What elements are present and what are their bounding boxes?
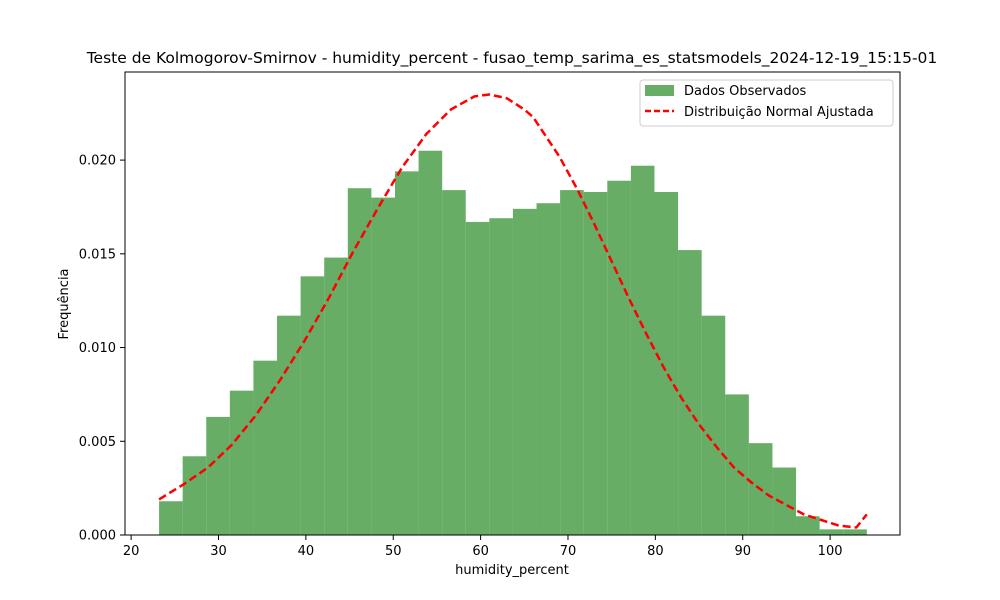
histogram-bar bbox=[300, 276, 325, 535]
y-axis: 0.000 0.005 0.010 0.015 0.020 bbox=[79, 154, 125, 544]
histogram-bar bbox=[536, 203, 561, 535]
plot-area bbox=[124, 71, 901, 536]
histogram-bar bbox=[654, 191, 679, 536]
histogram-bar bbox=[253, 360, 278, 535]
legend: Dados Observados Distribuição Normal Aju… bbox=[639, 79, 894, 127]
y-tick-label: 0.000 bbox=[79, 529, 116, 544]
histogram-bar bbox=[819, 529, 844, 535]
histogram-bar bbox=[725, 394, 749, 535]
histogram-bar bbox=[678, 250, 702, 536]
y-tick-label: 0.015 bbox=[79, 247, 116, 262]
histogram-bar bbox=[607, 180, 631, 535]
x-tick-label: 20 bbox=[123, 544, 140, 559]
histogram-bar bbox=[772, 467, 797, 535]
histogram-bar bbox=[418, 150, 443, 535]
axes-frame bbox=[124, 71, 901, 536]
histogram-bar bbox=[583, 191, 608, 536]
x-tick-label: 70 bbox=[560, 544, 577, 559]
histogram-bar bbox=[277, 315, 301, 535]
x-tick-label: 90 bbox=[734, 544, 751, 559]
histogram-bar bbox=[560, 190, 584, 535]
x-tick-label: 100 bbox=[818, 544, 843, 559]
histogram-bar bbox=[159, 501, 183, 535]
y-tick-label: 0.010 bbox=[79, 341, 116, 356]
x-axis: 20 30 40 50 60 70 80 90 100 bbox=[123, 535, 843, 559]
histogram-bar bbox=[324, 257, 348, 535]
legend-label-normal-curve: Distribuição Normal Ajustada bbox=[684, 105, 874, 120]
histogram-bar bbox=[347, 188, 372, 535]
x-tick-label: 40 bbox=[298, 544, 315, 559]
histogram-bar bbox=[394, 171, 419, 535]
histogram-bar bbox=[206, 416, 230, 535]
normal-curve-line bbox=[158, 93, 868, 529]
histogram-bar bbox=[512, 208, 537, 535]
x-axis-label: humidity_percent bbox=[455, 563, 569, 578]
chart-title: Teste de Kolmogorov-Smirnov - humidity_p… bbox=[86, 49, 938, 68]
legend-box bbox=[639, 79, 894, 127]
y-tick-label: 0.020 bbox=[79, 154, 116, 169]
x-tick-label: 60 bbox=[472, 544, 489, 559]
x-tick-label: 50 bbox=[385, 544, 402, 559]
histogram-bar bbox=[465, 221, 490, 535]
histogram-bar bbox=[843, 529, 867, 535]
histogram-bar bbox=[182, 456, 207, 535]
legend-label-histogram: Dados Observados bbox=[684, 84, 807, 99]
histogram-bar bbox=[489, 218, 513, 536]
histogram-bar bbox=[371, 197, 395, 535]
x-tick-label: 30 bbox=[210, 544, 227, 559]
histogram-bar bbox=[796, 516, 820, 535]
histogram-bar bbox=[442, 190, 466, 535]
y-tick-label: 0.005 bbox=[79, 435, 116, 450]
y-axis-label: Frequência bbox=[57, 268, 72, 339]
histogram-bars bbox=[159, 150, 867, 536]
histogram-bar bbox=[229, 390, 254, 535]
histogram-bar bbox=[701, 315, 726, 535]
legend-swatch-histogram bbox=[645, 85, 674, 96]
fitted-curve-group bbox=[158, 93, 868, 529]
histogram-bar bbox=[630, 165, 655, 535]
x-tick-label: 80 bbox=[647, 544, 664, 559]
